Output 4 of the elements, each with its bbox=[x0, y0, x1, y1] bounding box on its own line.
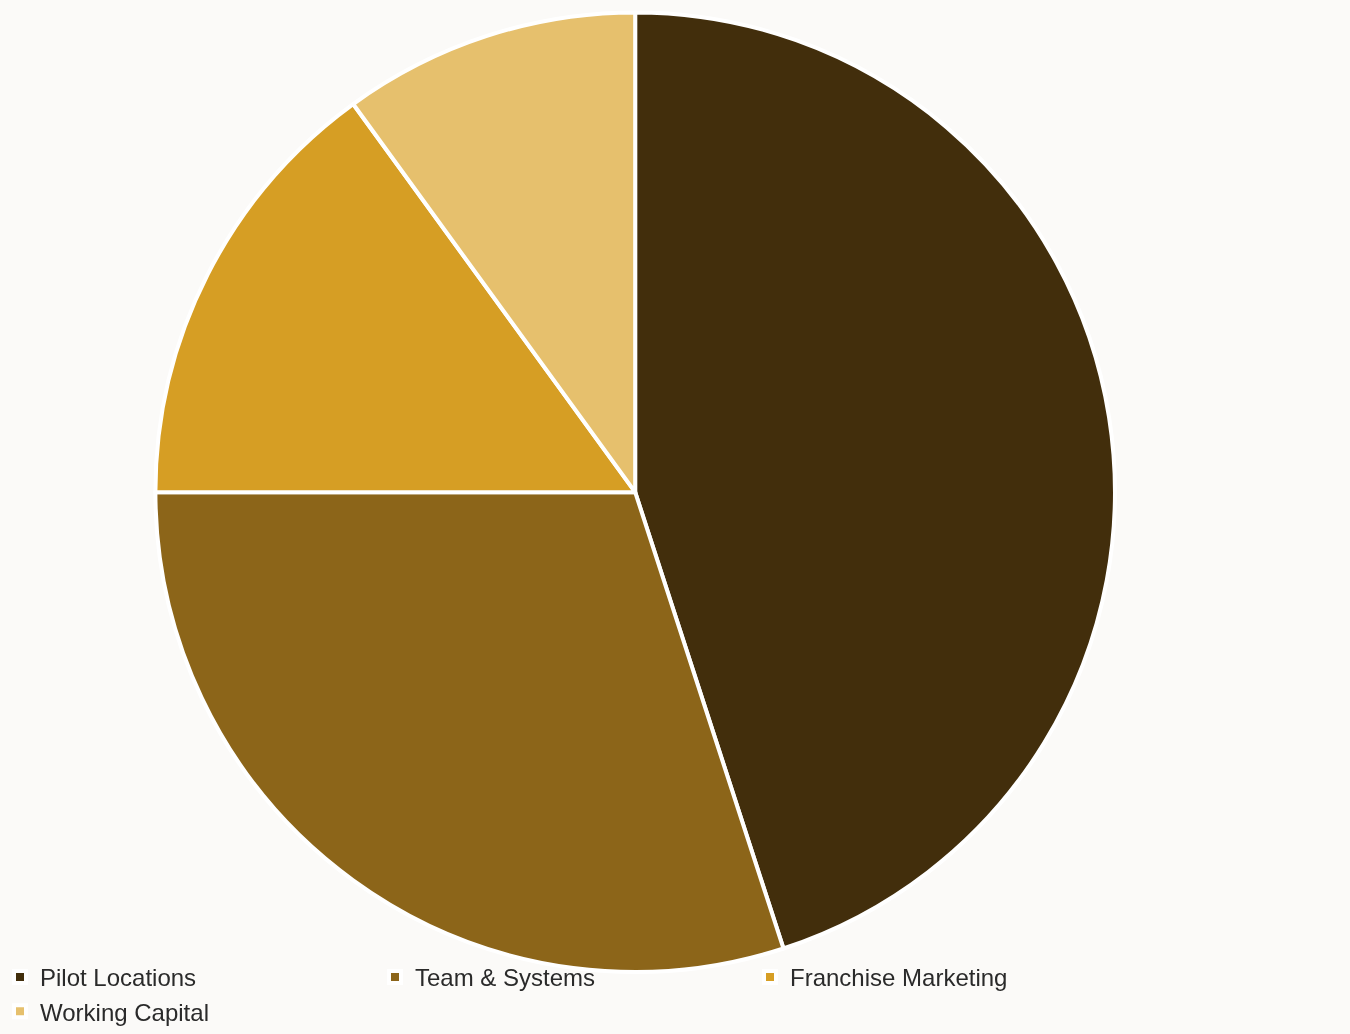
legend-label: Franchise Marketing bbox=[790, 964, 1008, 992]
legend-label: Working Capital bbox=[40, 998, 209, 1026]
legend-label: Team & Systems bbox=[415, 964, 596, 992]
legend-label: Pilot Locations bbox=[40, 964, 197, 992]
